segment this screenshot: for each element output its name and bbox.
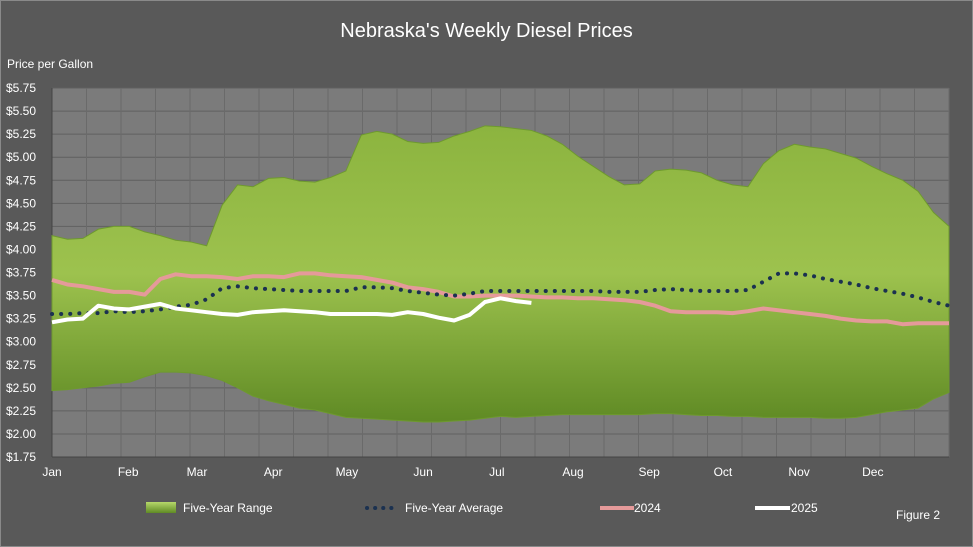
y-tick-label: $2.00 [6,427,36,441]
x-tick-label: May [336,465,359,479]
x-tick-label: Mar [187,465,208,479]
x-tick-label: Jan [42,465,61,479]
y-tick-label: $3.75 [6,266,36,280]
y-tick-label: $4.00 [6,242,36,256]
chart-marks [50,125,951,423]
y-tick-label: $4.75 [6,173,36,187]
x-tick-label: Oct [714,465,733,479]
five-year-range-area [51,125,950,423]
y-tick-label: $4.25 [6,219,36,233]
y-axis-title: Price per Gallon [7,57,94,71]
legend-label-range: Five-Year Range [183,501,273,515]
x-tick-label: Jun [413,465,432,479]
y-tick-label: $1.75 [6,450,36,464]
y-tick-label: $3.50 [6,289,36,303]
chart-title: Nebraska's Weekly Diesel Prices [340,20,633,42]
x-tick-label: Feb [118,465,139,479]
y-tick-label: $5.50 [6,104,36,118]
legend-swatch-range [146,502,176,513]
y-tick-label: $2.75 [6,358,36,372]
x-tick-label: Sep [639,465,661,479]
x-tick-label: Jul [489,465,504,479]
x-tick-label: Apr [264,465,283,479]
legend-label-2024: 2024 [634,501,661,515]
y-tick-label: $3.00 [6,335,36,349]
y-tick-label: $2.25 [6,404,36,418]
y-tick-label: $4.50 [6,196,36,210]
series-2024-line [51,271,949,327]
y-tick-labels: $1.75 $2.00 $2.25 $2.50 $2.75 $3.00 $3.25 $3.50… [6,81,36,464]
x-tick-label: Dec [862,465,883,479]
legend-label-2025: 2025 [791,501,818,515]
x-tick-label: Aug [562,465,583,479]
figure-label: Figure 2 [896,508,941,522]
five-year-average-line [50,271,951,316]
x-tick-labels: Jan Feb Mar Apr May Jun Jul Aug Sep Oct Nov Dec [42,465,883,479]
y-tick-label: $5.25 [6,127,36,141]
legend: Five-Year Range Five-Year Average 2024 2025 [146,501,818,515]
y-tick-label: $5.00 [6,150,36,164]
y-tick-label: $3.25 [6,312,36,326]
x-tick-label: Nov [788,465,809,479]
series-2025-line [51,296,532,325]
y-tick-label: $5.75 [6,81,36,95]
legend-label-average: Five-Year Average [405,501,503,515]
y-tick-label: $2.50 [6,381,36,395]
